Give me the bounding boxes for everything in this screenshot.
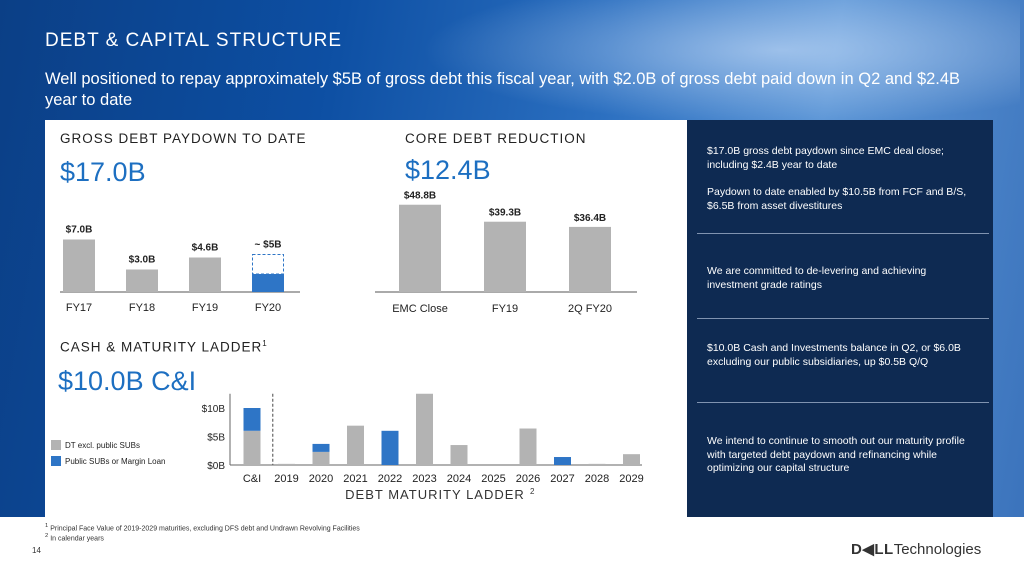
- legend-label-public: Public SUBs or Margin Loan: [65, 457, 166, 466]
- footer-area: [0, 517, 1024, 576]
- summary-item-5: We intend to continue to smooth out our …: [707, 435, 965, 474]
- bar-fy19: [484, 221, 526, 292]
- maturity-ladder-axis-title-sup: 2: [530, 487, 535, 496]
- summary-divider-3: [697, 402, 989, 403]
- summary-item-1: $17.0B gross debt paydown since EMC deal…: [707, 145, 944, 171]
- bar-fy20-actual: [252, 274, 284, 292]
- slide-title: DEBT & CAPITAL STRUCTURE: [45, 30, 343, 51]
- cash-ci-total: $10.0B C&I: [58, 366, 197, 396]
- slide-subtitle: Well positioned to repay approximately $…: [45, 70, 961, 109]
- tick-label-fy20: FY20: [255, 302, 281, 314]
- x-tick-label-2022: 2022: [378, 473, 402, 485]
- tick-label-fy19: FY19: [192, 302, 218, 314]
- bar-dt-2020: [312, 451, 330, 465]
- footnote-1-sup: 1: [45, 523, 49, 529]
- x-tick-label-2025: 2025: [481, 473, 505, 485]
- logo-light: Technologies: [893, 541, 982, 558]
- summary-divider-2: [697, 318, 989, 319]
- footnote-1-text: Principal Face Value of 2019-2029 maturi…: [50, 525, 360, 533]
- tick-label-2: 2Q FY20: [568, 303, 612, 315]
- gross-paydown-total: $17.0B: [60, 157, 146, 187]
- tick-label-1: FY19: [492, 303, 518, 315]
- bar-dt-CandI: [243, 430, 261, 465]
- data-label-fy19: $4.6B: [192, 243, 219, 254]
- summary-divider-1: [697, 233, 989, 234]
- tick-label-fy18: FY18: [129, 302, 155, 314]
- footnote-1: 1 Principal Face Value of 2019-2029 matu…: [45, 523, 360, 532]
- summary-item-2: Paydown to date enabled by $10.5B from F…: [707, 186, 967, 212]
- bar-dt-2024: [450, 445, 468, 465]
- footnote-2-text: In calendar years: [50, 535, 104, 543]
- bar-dt-2023: [416, 393, 433, 465]
- core-debt-chart: $48.8B EMC Close $39.3B FY19 $36.4B 2Q FY20: [375, 191, 637, 315]
- data-label-fy20: ~ $5B: [255, 240, 282, 251]
- x-tick-label-2027: 2027: [550, 473, 574, 485]
- x-tick-label-2021: 2021: [343, 473, 367, 485]
- x-tick-label-2020: 2020: [309, 473, 333, 485]
- bar-fy18: [126, 269, 158, 292]
- bar-dt-2028: [588, 463, 606, 465]
- x-tick-label-2024: 2024: [447, 473, 471, 485]
- bar-dt-2026: [519, 428, 537, 465]
- bar-fy19: [189, 257, 221, 292]
- x-tick-label-2019: 2019: [274, 473, 298, 485]
- cash-ladder-title-sup: 1: [262, 339, 268, 348]
- summary-item-4: $10.0B Cash and Investments balance in Q…: [707, 342, 961, 368]
- bar-fy17: [63, 239, 95, 292]
- bar-public-CandI: [243, 408, 261, 431]
- cash-ladder-title-text: CASH & MATURITY LADDER: [60, 339, 263, 355]
- data-label-0: $48.8B: [404, 191, 436, 202]
- bar-emc-close: [399, 204, 441, 292]
- maturity-ladder-axis-title: DEBT MATURITY LADDER: [345, 487, 525, 502]
- data-label-fy18: $3.0B: [129, 255, 156, 266]
- bar-dt-2019: [278, 463, 295, 465]
- dell-technologies-logo: D◀LLTechnologies: [851, 540, 981, 558]
- gross-paydown-title: GROSS DEBT PAYDOWN TO DATE: [60, 131, 307, 146]
- core-debt-title: CORE DEBT REDUCTION: [405, 131, 587, 146]
- data-label-2: $36.4B: [574, 213, 606, 224]
- page-number: 14: [32, 546, 41, 555]
- y-tick-label-2: $10B: [202, 404, 226, 415]
- data-label-1: $39.3B: [489, 208, 521, 219]
- cash-ladder-title: CASH & MATURITY LADDER1: [60, 339, 268, 355]
- x-tick-label-2023: 2023: [412, 473, 436, 485]
- bar-public-2027: [554, 457, 571, 465]
- hero-glow: [420, 0, 1020, 125]
- bar-public-2020: [312, 443, 330, 452]
- x-tick-label-CandI: C&I: [243, 473, 261, 485]
- x-tick-label-2029: 2029: [619, 473, 643, 485]
- core-debt-total: $12.4B: [405, 155, 491, 185]
- summary-item-3: We are committed to de-levering and achi…: [707, 265, 927, 291]
- tick-label-fy17: FY17: [66, 302, 92, 314]
- bar-dt-2029: [623, 454, 640, 465]
- tick-label-0: EMC Close: [392, 303, 448, 315]
- x-tick-label-2026: 2026: [516, 473, 540, 485]
- content-panel: [45, 120, 687, 517]
- footnote-2: 2 In calendar years: [45, 533, 104, 542]
- bar-fy20-projected: [252, 254, 284, 275]
- logo-bold: D◀LL: [851, 541, 894, 558]
- y-tick-label-1: $5B: [207, 433, 225, 444]
- bar-dt-2021: [347, 425, 364, 465]
- legend-swatch-public: [51, 456, 61, 466]
- bar-2q-fy20: [569, 226, 611, 292]
- y-tick-label-0: $0B: [207, 461, 225, 472]
- maturity-ladder-chart: $0B $5B $10B C&I 2019 2020 2021 2022 2023 2024 202…: [202, 393, 644, 502]
- data-label-fy17: $7.0B: [66, 225, 93, 236]
- legend-swatch-dt: [51, 440, 61, 450]
- x-tick-label-2028: 2028: [585, 473, 609, 485]
- footnote-2-sup: 2: [45, 533, 49, 539]
- gross-paydown-chart: $7.0B FY17 $3.0B FY18 $4.6B FY19 ~ $5B FY20: [60, 225, 300, 314]
- legend-label-dt: DT excl. public SUBs: [65, 441, 140, 450]
- bar-public-2022: [381, 430, 399, 465]
